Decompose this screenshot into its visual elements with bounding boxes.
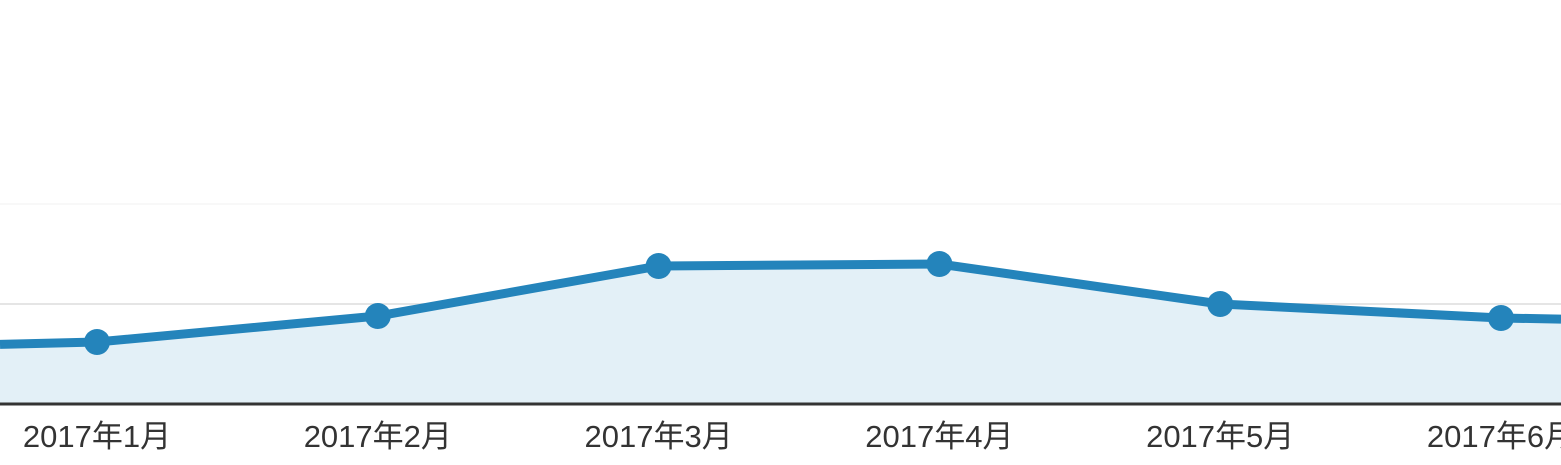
data-point-4[interactable]: [926, 251, 953, 277]
data-point-2[interactable]: [364, 303, 391, 329]
x-tick-label-3: 2017年3月: [584, 419, 732, 454]
x-tick-label-4: 2017年4月: [865, 419, 1013, 454]
data-point-6[interactable]: [1488, 305, 1514, 331]
x-tick-label-5: 2017年5月: [1146, 419, 1294, 454]
x-tick-label-1: 2017年1月: [23, 419, 171, 454]
x-tick-label-6: 2017年6月: [1427, 419, 1561, 454]
x-tick-label-2: 2017年2月: [304, 419, 452, 454]
data-point-1[interactable]: [84, 329, 110, 355]
series-points: [84, 251, 1514, 355]
series-line: [0, 259, 1561, 349]
x-axis-tick-labels: 2017年1月 2017年2月 2017年3月 2017年4月 2017年5月 2017年…: [23, 419, 1561, 454]
data-point-5[interactable]: [1207, 291, 1234, 317]
data-point-3[interactable]: [645, 253, 672, 279]
series-area-fill: [0, 264, 1561, 404]
